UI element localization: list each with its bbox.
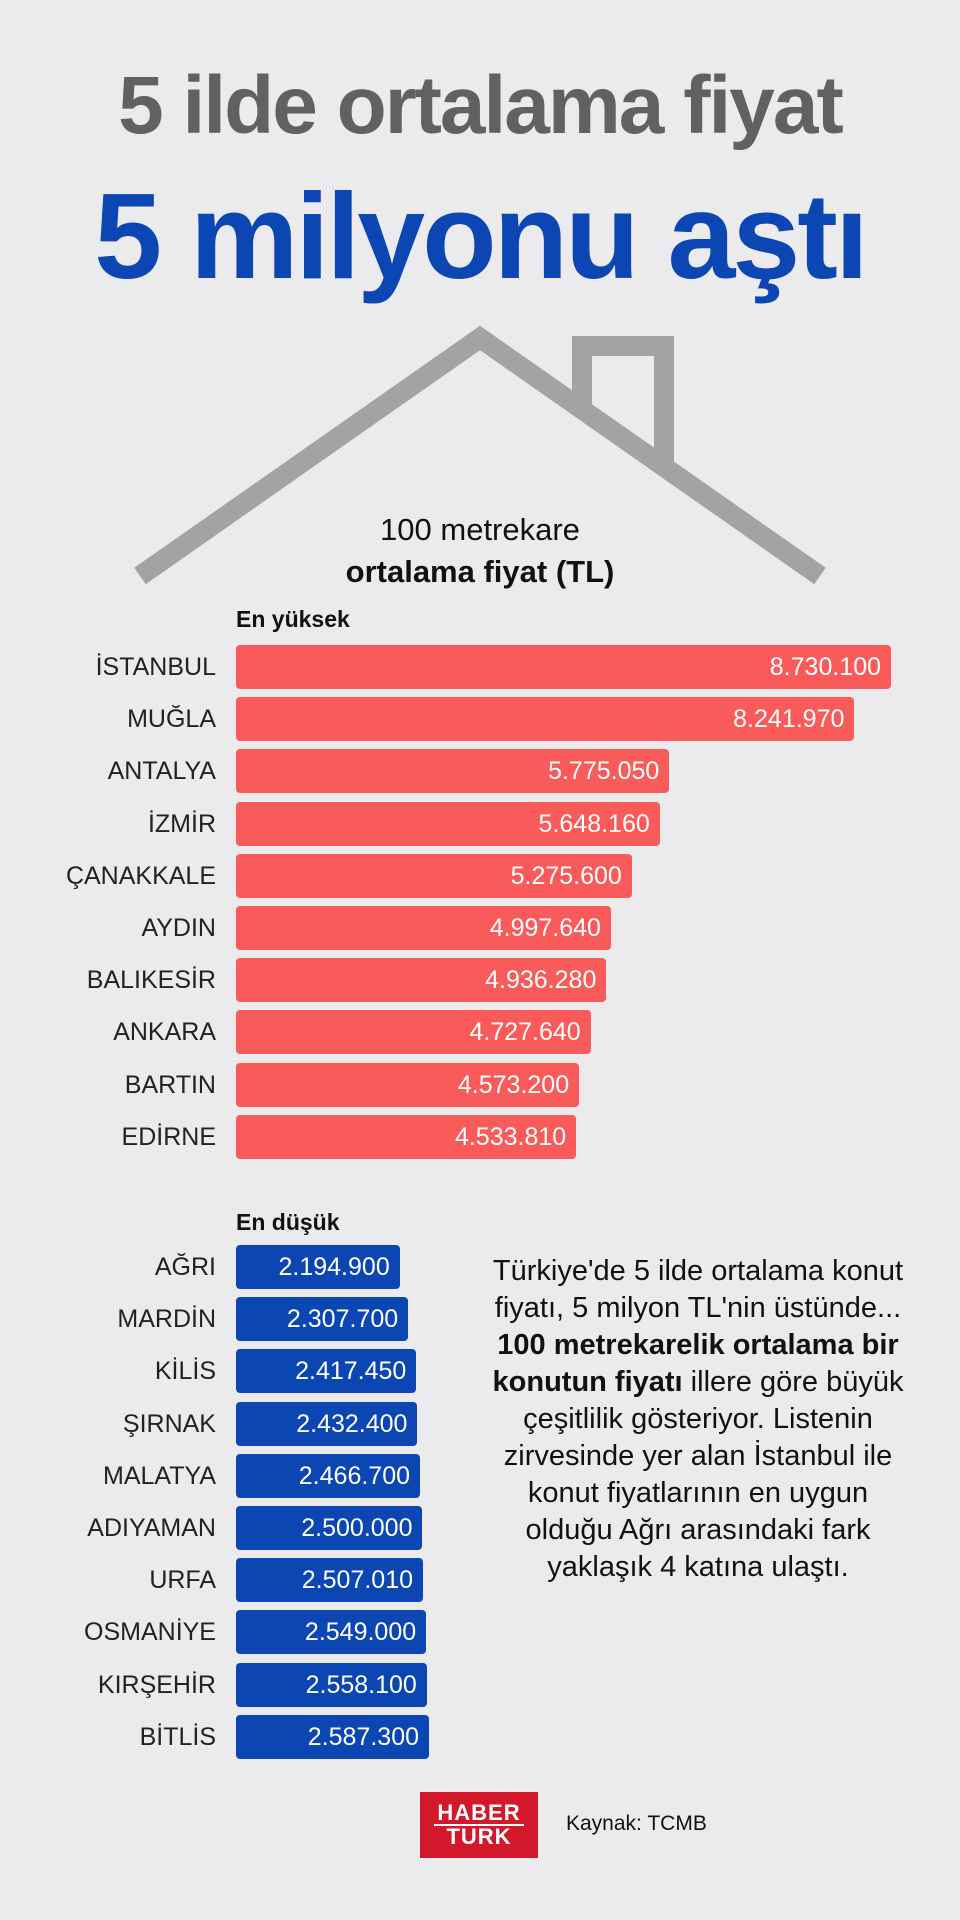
highest-value-label: 4.936.280 [485, 966, 597, 995]
highest-row: BALIKESİR 4.936.280 [0, 958, 960, 1003]
chart-subtitle-line-2: ortalama fiyat (TL) [345, 554, 615, 589]
chart-subtitle-line-1: 100 metrekare [380, 512, 580, 547]
lowest-category-label: ADIYAMAN [87, 1514, 216, 1542]
highest-value-label: 4.573.200 [457, 1070, 570, 1099]
highest-row: ANKARA 4.727.640 [0, 1010, 960, 1055]
highest-bar [236, 1114, 577, 1159]
lowest-row: MALATYA 2.466.700 [0, 1453, 960, 1498]
lowest-value-label: 2.417.450 [295, 1357, 407, 1386]
lowest-row: KİLİS 2.417.450 [0, 1349, 960, 1394]
highest-bar [236, 958, 607, 1003]
lowest-category-label: BİTLİS [139, 1722, 216, 1751]
highest-row: ÇANAKKALE 5.275.600 [0, 853, 960, 898]
lowest-bar [236, 1610, 427, 1655]
lowest-row: ŞIRNAK 2.432.400 [0, 1401, 960, 1446]
lowest-value-label: 2.432.400 [296, 1409, 408, 1438]
highest-row: MUĞLA 8.241.970 [0, 697, 960, 742]
highest-category-label: İSTANBUL [95, 653, 216, 681]
highest-category-label: ANKARA [113, 1018, 216, 1047]
lowest-bar [236, 1349, 417, 1394]
highest-bar [236, 1010, 591, 1055]
highest-value-label: 8.730.100 [769, 653, 881, 681]
highest-category-label: ANTALYA [107, 757, 216, 786]
lowest-category-label: KİLİS [154, 1357, 216, 1386]
description-part-1: Türkiye'de 5 ilde ortalama konut fiyatı,… [492, 1255, 904, 1324]
lowest-bar [236, 1506, 423, 1550]
highest-category-label: BALIKESİR [86, 966, 216, 995]
lowest-row: KIRŞEHİR 2.558.100 [0, 1662, 960, 1707]
highest-bar [236, 749, 670, 794]
highest-value-label: 5.775.050 [548, 757, 660, 786]
highest-row: AYDIN 4.997.640 [0, 906, 960, 950]
lowest-row: URFA 2.507.010 [0, 1558, 960, 1603]
highest-bar [236, 853, 632, 898]
logo-text-haber: HABER [437, 1800, 521, 1825]
lowest-value-label: 2.194.900 [278, 1253, 390, 1281]
highest-category-label: ÇANAKKALE [65, 861, 216, 890]
highest-category-label: EDİRNE [121, 1122, 216, 1151]
source-note: Kaynak: TCMB [566, 1812, 707, 1835]
highest-bar [236, 1062, 580, 1107]
title-line-2: 5 milyonu aştı [94, 168, 869, 304]
highest-category-label: AYDIN [141, 914, 216, 942]
highest-row: EDİRNE 4.533.810 [0, 1114, 960, 1159]
lowest-value-label: 2.500.000 [301, 1514, 413, 1542]
highest-row: ANTALYA 5.775.050 [0, 749, 960, 794]
lowest-row: ADIYAMAN 2.500.000 [0, 1506, 960, 1550]
logo-divider [434, 1824, 524, 1826]
highest-value-label: 4.727.640 [469, 1018, 581, 1047]
highest-bar [236, 906, 611, 950]
lowest-category-label: AĞRI [154, 1253, 216, 1281]
lowest-value-label: 2.507.010 [301, 1566, 413, 1595]
highest-bar [236, 645, 891, 689]
highest-row: İSTANBUL 8.730.100 [0, 645, 960, 689]
highest-value-label: 4.997.640 [489, 914, 601, 942]
lowest-value-label: 2.549.000 [304, 1618, 417, 1647]
lowest-category-label: URFA [149, 1566, 216, 1595]
lowest-value-label: 2.587.300 [307, 1722, 419, 1751]
lowest-value-label: 2.307.700 [286, 1305, 399, 1334]
lowest-row: BİTLİS 2.587.300 [0, 1714, 960, 1759]
lowest-bar [236, 1245, 400, 1289]
lowest-category-label: KIRŞEHİR [97, 1670, 216, 1699]
lowest-row: AĞRI 2.194.900 [0, 1245, 960, 1289]
title-line-1: 5 ilde ortalama fiyat [118, 60, 844, 151]
highest-category-label: İZMİR [147, 809, 216, 838]
lowest-category-label: MALATYA [103, 1461, 216, 1490]
lowest-value-label: 2.466.700 [298, 1461, 410, 1490]
description-part-3: illere göre büyük çeşitlilik gösteriyor.… [503, 1366, 904, 1583]
lowest-category-label: OSMANİYE [84, 1618, 216, 1647]
lowest-bar [236, 1714, 429, 1759]
highest-row: İZMİR 5.648.160 [0, 801, 960, 846]
lowest-row: MARDİN 2.307.700 [0, 1297, 960, 1342]
highest-value-label: 5.275.600 [510, 861, 622, 890]
section-label-highest: En yüksek [236, 606, 350, 632]
lowest-bar [236, 1297, 409, 1342]
section-label-lowest: En düşük [236, 1209, 340, 1235]
highest-value-label: 4.533.810 [454, 1122, 567, 1151]
lowest-bar [236, 1401, 418, 1446]
lowest-value-label: 2.558.100 [305, 1670, 417, 1699]
haberturk-logo: HABER TURK [420, 1792, 538, 1858]
lowest-bar [236, 1453, 420, 1498]
house-roof-icon [134, 325, 826, 585]
highest-value-label: 5.648.160 [538, 809, 650, 838]
highest-category-label: MUĞLA [127, 705, 216, 734]
lowest-category-label: MARDİN [117, 1305, 216, 1334]
highest-bar [236, 697, 855, 742]
lowest-row: OSMANİYE 2.549.000 [0, 1610, 960, 1655]
highest-value-label: 8.241.970 [733, 705, 845, 734]
description-bold-part: 100 metrekarelik ortalama bir konutun fi… [492, 1329, 899, 1398]
lowest-bar [236, 1558, 423, 1603]
lowest-category-label: ŞIRNAK [122, 1409, 216, 1438]
highest-category-label: BARTIN [124, 1070, 216, 1099]
description-text: Türkiye'de 5 ilde ortalama konut fiyatı,… [488, 1253, 908, 1586]
highest-row: BARTIN 4.573.200 [0, 1062, 960, 1107]
lowest-bar [236, 1662, 427, 1707]
logo-text-turk: TURK [446, 1824, 512, 1849]
highest-bar [236, 801, 660, 846]
